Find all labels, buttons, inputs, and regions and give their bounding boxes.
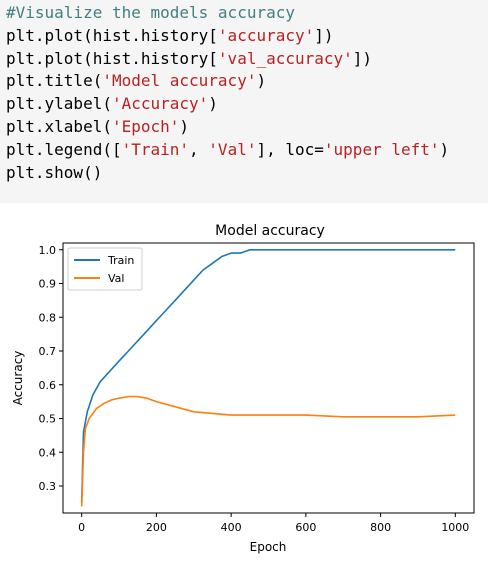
output-area: Model accuracy 0 200 400 600 800 1000 0.3 0.4 0.… bbox=[0, 203, 488, 561]
code-line: plt.title('Model accuracy') bbox=[6, 70, 488, 93]
y-axis-label: Accuracy bbox=[11, 351, 25, 406]
code-token: ]) bbox=[314, 25, 334, 45]
code-token: 'accuracy' bbox=[217, 25, 315, 45]
code-token: plt.plot(hist.history[ bbox=[6, 25, 218, 45]
x-tick-label: 0 bbox=[78, 521, 85, 534]
series-line-train bbox=[80, 248, 456, 503]
x-tick-label: 800 bbox=[370, 521, 391, 534]
legend-label: Val bbox=[108, 272, 124, 285]
legend: Train Val bbox=[67, 247, 143, 291]
code-token: plt.legend([ bbox=[6, 139, 122, 159]
y-tick-label: 0.4 bbox=[39, 446, 57, 459]
code-line: plt.plot(hist.history['accuracy']) bbox=[6, 25, 488, 48]
y-tick-label: 0.3 bbox=[39, 480, 57, 493]
legend-box bbox=[67, 247, 143, 291]
code-line: plt.legend(['Train', 'Val'], loc='upper … bbox=[6, 139, 488, 162]
y-tick-label: 0.7 bbox=[39, 345, 57, 358]
code-line: plt.plot(hist.history['val_accuracy']) bbox=[6, 48, 488, 71]
code-line: plt.show() bbox=[6, 162, 488, 185]
y-tick-label: 0.6 bbox=[39, 379, 57, 392]
plot-frame bbox=[62, 242, 475, 514]
code-token: plt.ylabel( bbox=[6, 94, 112, 114]
code-token: , bbox=[189, 139, 209, 159]
code-token: plt.plot(hist.history[ bbox=[6, 48, 218, 68]
y-tick-label: 1.0 bbox=[39, 244, 57, 257]
accuracy-chart: Model accuracy 0 200 400 600 800 1000 0.3 0.4 0.… bbox=[11, 223, 475, 554]
code-token: ], loc= bbox=[256, 139, 324, 159]
code-token: 'Epoch' bbox=[111, 116, 180, 136]
code-token: plt.show() bbox=[6, 162, 103, 182]
chart-title: Model accuracy bbox=[215, 223, 325, 239]
code-token: 'Accuracy' bbox=[111, 94, 209, 114]
x-tick-label: 1000 bbox=[441, 521, 469, 534]
x-tick-label: 400 bbox=[221, 521, 242, 534]
y-tick-label: 0.9 bbox=[39, 278, 57, 291]
code-token: 'Val' bbox=[208, 139, 257, 159]
code-token: ) bbox=[208, 94, 218, 114]
code-token: 'upper left' bbox=[323, 139, 440, 159]
code-token: ) bbox=[179, 116, 190, 136]
series-line-val bbox=[80, 395, 456, 507]
code-line: plt.xlabel('Epoch') bbox=[6, 116, 488, 139]
y-tick-label: 0.8 bbox=[39, 311, 57, 324]
code-token: #Visualize the models accuracy bbox=[6, 3, 295, 22]
legend-label: Train bbox=[107, 254, 134, 267]
code-line: plt.ylabel('Accuracy') bbox=[6, 93, 488, 116]
x-tick-label: 200 bbox=[146, 521, 167, 534]
code-token: 'val_accuracy' bbox=[217, 48, 353, 68]
code-cell[interactable]: #Visualize the models accuracy plt.plot(h… bbox=[0, 0, 488, 203]
x-tick-label: 600 bbox=[295, 521, 316, 534]
x-axis-label: Epoch bbox=[250, 540, 287, 554]
code-token: 'Model accuracy' bbox=[102, 71, 257, 91]
code-token: ) bbox=[256, 71, 267, 91]
code-line: #Visualize the models accuracy bbox=[6, 2, 488, 25]
code-token: plt.title( bbox=[6, 71, 103, 91]
code-token: ]) bbox=[352, 48, 373, 68]
code-token: plt.xlabel( bbox=[6, 116, 112, 136]
code-token: 'Train' bbox=[121, 139, 190, 159]
code-token: ) bbox=[439, 139, 450, 159]
y-tick-label: 0.5 bbox=[39, 413, 57, 426]
